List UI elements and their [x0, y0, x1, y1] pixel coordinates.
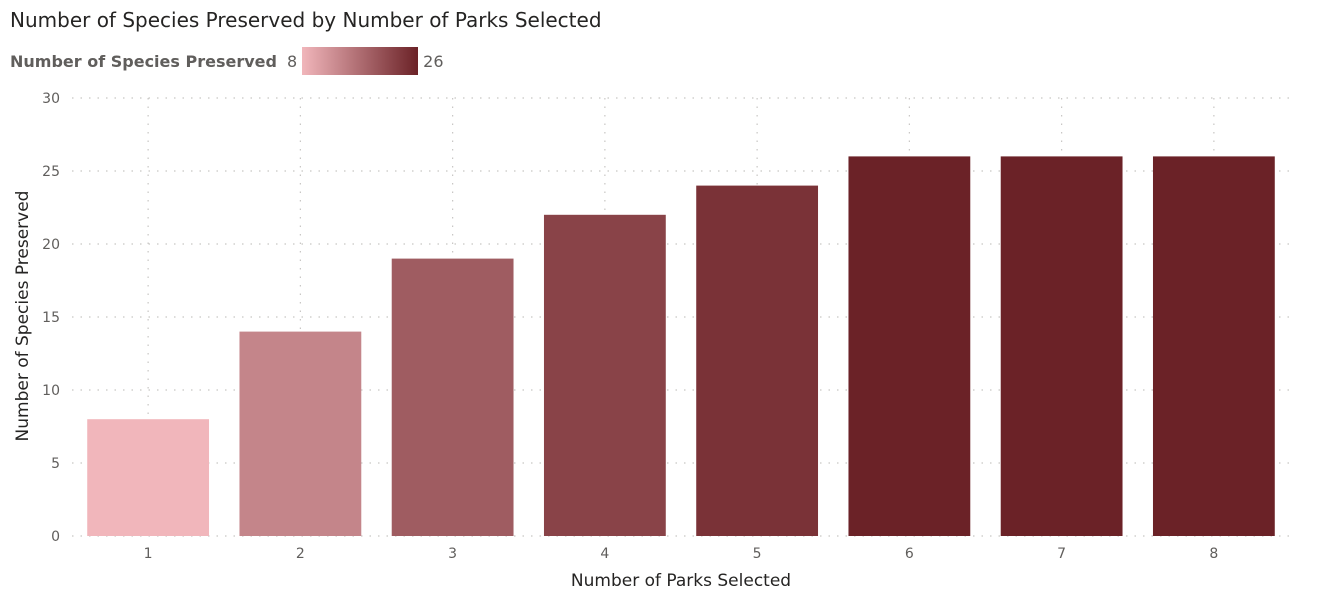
y-axis-ticks: 0 5 10 15 20 25 30	[42, 91, 60, 545]
x-axis-label: Number of Parks Selected	[571, 571, 791, 591]
x-tick-label: 7	[1057, 546, 1066, 562]
bar-1[interactable]	[87, 419, 210, 536]
y-tick-label: 10	[42, 383, 60, 399]
y-tick-label: 25	[42, 164, 60, 180]
x-tick-label: 2	[296, 546, 305, 562]
chart-title: Number of Species Preserved by Number of…	[10, 8, 602, 32]
y-tick-label: 0	[51, 529, 60, 545]
x-tick-label: 8	[1209, 546, 1218, 562]
bar-4[interactable]	[543, 214, 666, 537]
y-tick-label: 15	[42, 310, 60, 326]
legend-min-label: 8	[286, 51, 298, 71]
y-axis-label: Number of Species Preserved	[13, 191, 33, 442]
color-legend: Number of Species Preserved 8 26	[10, 46, 444, 76]
y-tick-label: 5	[51, 456, 60, 472]
legend-title: Number of Species Preserved	[10, 51, 277, 71]
bar-5[interactable]	[696, 185, 819, 536]
y-tick-label: 20	[42, 237, 60, 253]
x-tick-label: 4	[600, 546, 609, 562]
x-axis-ticks: 1 2 3 4 5 6 7 8	[144, 546, 1219, 562]
x-tick-label: 3	[448, 546, 457, 562]
bar-7[interactable]	[1000, 156, 1123, 536]
x-tick-label: 5	[753, 546, 762, 562]
bars	[87, 156, 1275, 537]
bar-3[interactable]	[391, 258, 514, 536]
x-tick-label: 6	[905, 546, 914, 562]
y-tick-label: 30	[42, 91, 60, 107]
bar-2[interactable]	[239, 331, 362, 536]
bar-8[interactable]	[1152, 156, 1275, 536]
legend-gradient-bar	[302, 47, 419, 75]
x-tick-label: 1	[144, 546, 153, 562]
bar-6[interactable]	[848, 156, 971, 536]
legend-max-label: 26	[423, 51, 444, 71]
